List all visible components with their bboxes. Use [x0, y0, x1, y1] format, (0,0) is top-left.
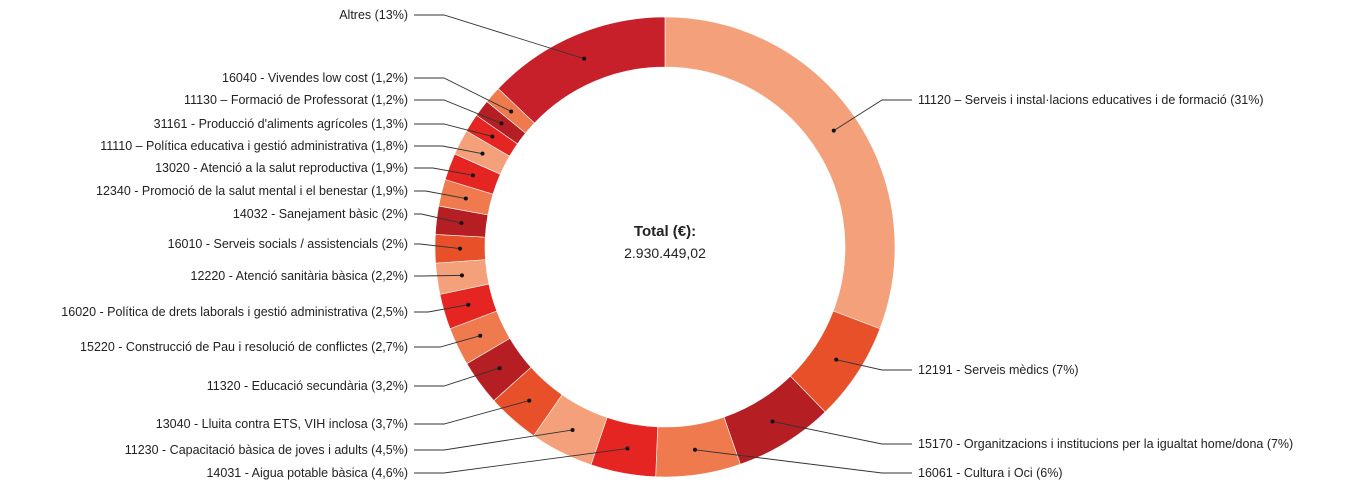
leader-dot-15220: [478, 333, 483, 338]
center-title: Total (€):: [634, 223, 696, 240]
leader-line-11320: [414, 367, 500, 387]
slice-label-12191: 12191 - Serveis mèdics (7%): [918, 363, 1078, 377]
leader-dot-16010: [458, 246, 463, 251]
leader-dot-11320: [497, 366, 502, 371]
slice-labels: 11120 – Serveis i instal·lacions educati…: [61, 8, 1293, 480]
slice-label-11120: 11120 – Serveis i instal·lacions educati…: [918, 93, 1264, 107]
slice-label-16040: 16040 - Vivendes low cost (1,2%): [222, 71, 408, 85]
slice-label-11110: 11110 – Política educativa i gestió admi…: [100, 139, 408, 153]
slice-label-16061: 16061 - Cultura i Oci (6%): [918, 466, 1063, 480]
leader-line-altres: [414, 14, 585, 60]
slice-altres: [497, 16, 666, 124]
leader-line-12340: [414, 190, 466, 199]
leader-line-16061: [694, 449, 912, 474]
leader-line-11130: [414, 99, 502, 124]
leader-dot-16040: [509, 109, 514, 114]
leader-line-16020: [414, 304, 469, 313]
leader-dot-14031: [625, 446, 630, 451]
slice-label-12220: 12220 - Atenció sanitària bàsica (2,2%): [191, 269, 409, 283]
leader-dot-11230: [570, 427, 575, 432]
slice-11120: [664, 16, 896, 330]
leader-dot-31161: [490, 134, 495, 139]
slice-label-11130: 11130 – Formació de Professorat (1,2%): [184, 93, 408, 107]
slice-label-16010: 16010 - Serveis socials / assistencials …: [168, 237, 408, 251]
leader-line-14031: [414, 448, 628, 474]
leader-dot-15170: [770, 419, 775, 424]
slice-label-13040: 13040 - Lluita contra ETS, VIH inclosa (…: [156, 417, 408, 431]
leader-line-13020: [414, 167, 474, 176]
slice-label-12340: 12340 - Promoció de la salut mental i el…: [96, 184, 408, 198]
leader-line-31161: [414, 123, 493, 137]
slice-label-31161: 31161 - Producció d'aliments agrícoles (…: [154, 117, 408, 131]
leader-dot-12191: [834, 357, 839, 362]
leader-line-12191: [836, 359, 912, 371]
leader-line-14032: [414, 213, 462, 224]
leader-line-12220: [414, 274, 462, 277]
leader-dot-16020: [466, 302, 471, 307]
leader-dot-12340: [463, 196, 468, 201]
leader-line-15170: [772, 421, 912, 445]
slice-label-14032: 14032 - Sanejament bàsic (2%): [233, 207, 408, 221]
slice-label-altres: Altres (13%): [339, 8, 408, 22]
leader-line-16010: [414, 243, 461, 250]
slice-label-13020: 13020 - Atenció a la salut reproductiva …: [155, 161, 408, 175]
leader-dot-11120: [831, 128, 836, 133]
slice-label-14031: 14031 - Aigua potable bàsica (4,6%): [206, 466, 408, 480]
leader-dot-12220: [459, 273, 464, 278]
leader-dot-11130: [499, 121, 504, 126]
leader-line-11120: [833, 99, 912, 132]
leader-line-11110: [414, 145, 483, 155]
slice-label-15220: 15220 - Construcció de Pau i resolució d…: [80, 340, 408, 354]
leader-dot-13040: [527, 398, 532, 403]
leader-dot-altres: [582, 56, 587, 61]
leader-line-13040: [414, 400, 530, 425]
leader-line-16040: [414, 77, 512, 112]
slice-label-11320: 11320 - Educació secundària (3,2%): [207, 379, 408, 393]
slice-label-15170: 15170 - Organitzacions i institucions pe…: [918, 437, 1293, 451]
leader-dot-11110: [480, 151, 485, 156]
leader-dot-14032: [459, 221, 464, 226]
slice-label-11230: 11230 - Capacitació bàsica de joves i ad…: [125, 443, 408, 457]
leader-dot-13020: [470, 173, 475, 178]
leader-line-11230: [414, 429, 573, 451]
leader-lines: [414, 14, 912, 474]
leader-dot-16061: [692, 447, 697, 452]
center-value: 2.930.449,02: [624, 245, 706, 261]
slice-label-16020: 16020 - Política de drets laborals i ges…: [61, 305, 408, 319]
leader-line-15220: [414, 335, 481, 348]
